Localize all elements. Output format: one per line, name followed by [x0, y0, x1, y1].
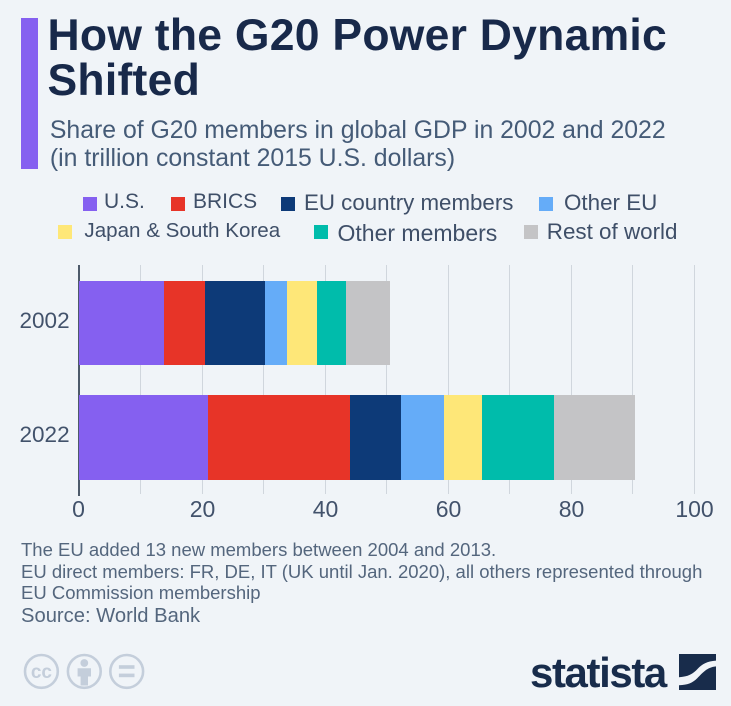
svg-text:cc: cc: [31, 662, 53, 683]
